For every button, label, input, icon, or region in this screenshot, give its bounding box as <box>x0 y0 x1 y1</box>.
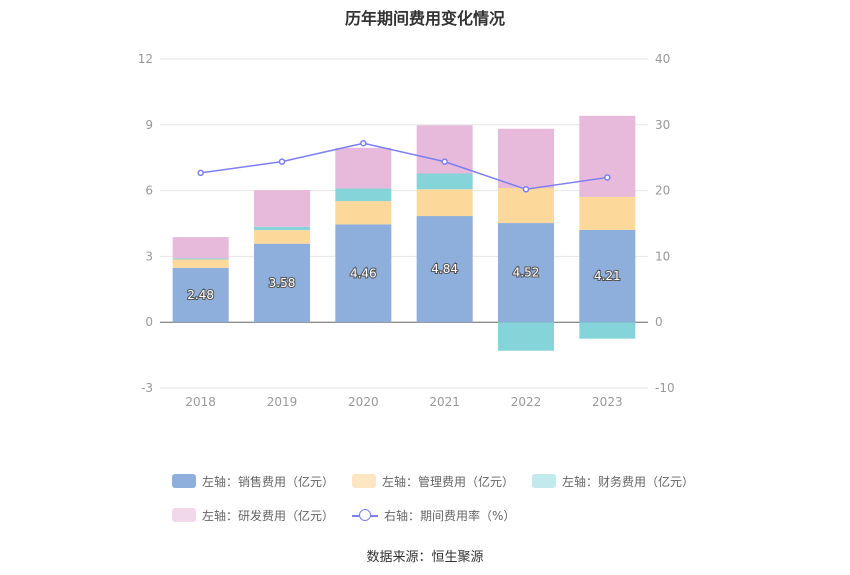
bar-segment-0 <box>416 216 473 323</box>
bar-segment-1 <box>498 187 554 224</box>
rate-point <box>441 158 448 165</box>
right-axis-tick-label: -10 <box>655 381 675 395</box>
rate-point <box>604 174 611 181</box>
bar-segment-0 <box>254 243 310 323</box>
legend-item-admin[interactable]: 左轴：管理费用（亿元） <box>352 473 514 490</box>
bar-data-label: 3.58 <box>269 276 296 290</box>
left-axis-tick-label: 6 <box>145 184 153 198</box>
right-axis-tick-label: 30 <box>655 118 670 132</box>
bar-segment-2 <box>172 258 229 260</box>
chart-title: 历年期间费用变化情况 <box>344 9 505 28</box>
right-axis-tick-label: 20 <box>655 184 670 198</box>
left-axis-tick-label: 0 <box>145 315 153 329</box>
right-axis-tick-label: 0 <box>655 315 663 329</box>
legend-item-finance[interactable]: 左轴：财务费用（亿元） <box>532 473 694 490</box>
legend-swatch-admin <box>352 474 376 488</box>
bar-segment-0 <box>498 223 554 323</box>
right-axis-tick-label: 40 <box>655 52 670 66</box>
rate-line <box>200 142 608 191</box>
x-axis-tick-label: 2018 <box>185 395 216 409</box>
legend-swatch-finance <box>532 474 556 488</box>
legend-item-rnd[interactable]: 左轴：研发费用（亿元） <box>172 507 334 524</box>
rate-point <box>197 169 204 177</box>
bar-segment-1 <box>416 189 473 217</box>
bar-data-label: 4.52 <box>513 266 540 280</box>
x-axis-tick-label: 2019 <box>267 395 298 409</box>
left-axis-tick-label: 3 <box>145 249 153 263</box>
legend-label-rnd: 左轴：研发费用（亿元） <box>202 508 335 523</box>
bar-segment-2 <box>498 322 554 351</box>
bar-segment-2 <box>416 173 473 190</box>
left-axis-tick-label: 12 <box>138 52 153 66</box>
legend-line-rate-icon <box>352 508 379 522</box>
legend-item-sales[interactable]: 左轴：销售费用（亿元） <box>172 473 334 490</box>
rate-point <box>360 139 367 147</box>
legend-label-finance: 左轴：财务费用（亿元） <box>562 474 695 489</box>
left-axis-tick-label: -3 <box>141 381 153 395</box>
data-source-note: 数据来源：恒生聚源 <box>366 550 484 565</box>
legend-item-rate[interactable]: 右轴：期间费用率（%） <box>352 507 515 524</box>
x-axis-tick-label: 2021 <box>429 395 460 409</box>
bar-segment-1 <box>172 259 229 268</box>
bar-segment-2 <box>254 226 310 231</box>
legend-label-admin: 左轴：管理费用（亿元） <box>382 474 515 489</box>
rate-point <box>522 186 530 193</box>
bar-data-label: 4.46 <box>350 266 377 280</box>
bar-data-label: 4.84 <box>431 262 458 276</box>
bar-segment-3 <box>254 190 310 227</box>
legend-swatch-sales <box>172 474 196 488</box>
x-axis-tick-label: 2023 <box>592 395 623 409</box>
bar-segment-1 <box>335 201 392 225</box>
rate-point <box>278 158 286 165</box>
left-axis-tick-label: 9 <box>145 118 153 132</box>
legend-label-rate: 右轴：期间费用率（%） <box>384 508 516 523</box>
legend-label-sales: 左轴：销售费用（亿元） <box>202 474 335 489</box>
bar-segment-0 <box>335 224 392 323</box>
bar-segment-0 <box>579 229 636 323</box>
bar-segment-1 <box>579 196 636 230</box>
bar-segment-3 <box>416 125 473 174</box>
bar-segment-0 <box>172 267 229 323</box>
x-axis-tick-label: 2022 <box>511 395 542 409</box>
bar-data-label: 4.21 <box>594 269 621 283</box>
bar-segment-3 <box>579 115 636 197</box>
bar-segment-1 <box>254 230 310 244</box>
legend-swatch-rnd <box>172 508 196 522</box>
bar-data-label: 2.48 <box>187 288 214 302</box>
bar-segment-2 <box>579 322 636 339</box>
bar-segment-3 <box>172 237 229 259</box>
x-axis-tick-label: 2020 <box>348 395 379 409</box>
chart-legend: 左轴：销售费用（亿元） 左轴：管理费用（亿元） 左轴：财务费用（亿元） 左轴：研… <box>172 472 712 540</box>
right-axis-tick-label: 10 <box>655 249 670 263</box>
bar-segment-3 <box>498 128 554 188</box>
bar-segment-2 <box>335 188 392 202</box>
bar-segment-3 <box>335 147 392 189</box>
